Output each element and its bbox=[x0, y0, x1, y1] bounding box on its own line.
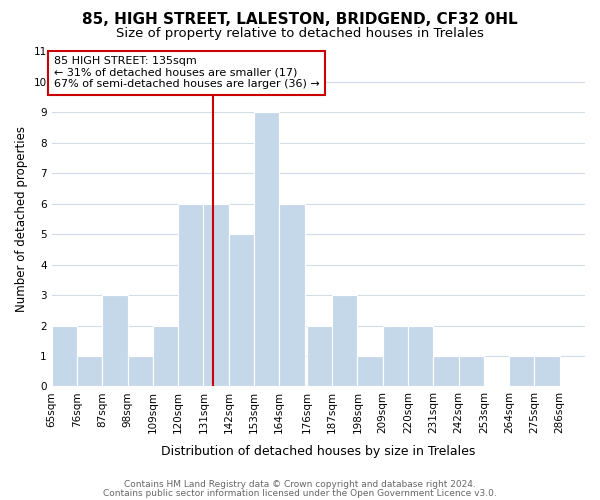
Bar bbox=[535, 356, 560, 386]
Bar bbox=[408, 326, 433, 386]
Bar bbox=[509, 356, 535, 386]
Bar bbox=[332, 295, 358, 386]
Bar bbox=[279, 204, 305, 386]
Bar bbox=[178, 204, 203, 386]
Bar bbox=[383, 326, 408, 386]
Bar bbox=[458, 356, 484, 386]
Text: 85 HIGH STREET: 135sqm
← 31% of detached houses are smaller (17)
67% of semi-det: 85 HIGH STREET: 135sqm ← 31% of detached… bbox=[54, 56, 320, 90]
Bar bbox=[254, 112, 279, 386]
Bar bbox=[358, 356, 383, 386]
Text: Contains HM Land Registry data © Crown copyright and database right 2024.: Contains HM Land Registry data © Crown c… bbox=[124, 480, 476, 489]
Text: Contains public sector information licensed under the Open Government Licence v3: Contains public sector information licen… bbox=[103, 488, 497, 498]
Bar bbox=[229, 234, 254, 386]
Bar bbox=[433, 356, 458, 386]
Bar bbox=[153, 326, 178, 386]
Text: 85, HIGH STREET, LALESTON, BRIDGEND, CF32 0HL: 85, HIGH STREET, LALESTON, BRIDGEND, CF3… bbox=[82, 12, 518, 28]
Bar bbox=[52, 326, 77, 386]
Bar bbox=[128, 356, 153, 386]
Text: Size of property relative to detached houses in Trelales: Size of property relative to detached ho… bbox=[116, 28, 484, 40]
Y-axis label: Number of detached properties: Number of detached properties bbox=[15, 126, 28, 312]
Bar bbox=[77, 356, 102, 386]
X-axis label: Distribution of detached houses by size in Trelales: Distribution of detached houses by size … bbox=[161, 444, 476, 458]
Bar bbox=[307, 326, 332, 386]
Bar bbox=[102, 295, 128, 386]
Bar bbox=[203, 204, 229, 386]
